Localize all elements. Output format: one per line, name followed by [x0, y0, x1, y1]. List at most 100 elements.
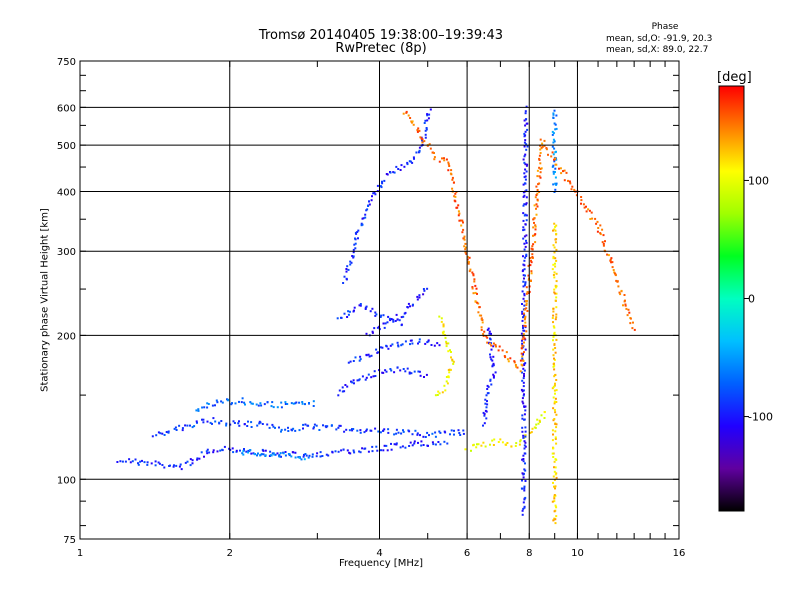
scatter-point [487, 327, 490, 330]
scatter-point [406, 367, 409, 370]
scatter-point [543, 144, 546, 147]
scatter-point [533, 217, 536, 220]
scatter-point [551, 145, 554, 148]
scatter-point [525, 122, 528, 125]
scatter-point [165, 431, 168, 433]
scatter-point [260, 404, 263, 407]
scatter-point [278, 454, 281, 457]
scatter-point [530, 259, 532, 262]
scatter-point [553, 494, 556, 496]
scatter-point [487, 385, 490, 388]
scatter-point [124, 460, 127, 463]
scatter-point [510, 445, 513, 448]
scatter-point [462, 221, 464, 224]
scatter-point [179, 463, 182, 466]
scatter-point [563, 179, 566, 182]
scatter-point [409, 343, 411, 346]
scatter-point [131, 460, 134, 463]
scatter-point [445, 345, 448, 348]
scatter-point [521, 338, 524, 341]
scatter-point [554, 128, 557, 131]
scatter-point [554, 518, 557, 521]
scatter-point [416, 433, 419, 436]
scatter-point [264, 449, 267, 452]
scatter-point [278, 455, 281, 458]
scatter-point [433, 344, 436, 347]
scatter-point [395, 313, 398, 316]
scatter-point [534, 241, 537, 244]
scatter-point [551, 130, 554, 133]
scatter-point [319, 451, 322, 454]
scatter-point [525, 118, 528, 121]
scatter-point [555, 248, 558, 251]
scatter-point [524, 256, 527, 259]
scatter-point [522, 219, 525, 222]
scatter-point [343, 275, 346, 278]
scatter-point [554, 299, 557, 302]
scatter-point [458, 432, 461, 434]
colorbar-tick-label: -100 [748, 411, 773, 424]
scatter-point [445, 342, 448, 345]
scatter-point [375, 348, 378, 351]
x-tick-label: 16 [673, 548, 686, 559]
scatter-point [393, 171, 396, 174]
scatter-point [554, 382, 556, 385]
scatter-point [480, 318, 483, 321]
scatter-point [444, 336, 447, 339]
scatter-point [411, 161, 414, 164]
scatter-point [273, 453, 276, 456]
scatter-point [374, 375, 377, 377]
scatter-point [553, 510, 556, 513]
scatter-point [539, 144, 541, 147]
scatter-point [554, 229, 557, 232]
scatter-point [252, 452, 255, 455]
scatter-point [533, 221, 535, 224]
scatter-point [382, 322, 385, 325]
scatter-point [552, 456, 555, 458]
scatter-point [538, 419, 541, 422]
scatter-point [431, 151, 434, 154]
scatter-point [489, 356, 492, 359]
scatter-point [554, 284, 557, 287]
scatter-point [394, 320, 397, 322]
scatter-point [452, 181, 455, 184]
scatter-point [181, 427, 184, 430]
scatter-point [374, 193, 377, 196]
scatter-point [552, 363, 555, 365]
scatter-point [432, 443, 435, 446]
scatter-point [438, 430, 441, 433]
scatter-point [269, 450, 272, 453]
scatter-point [609, 259, 612, 262]
scatter-point [519, 359, 522, 362]
scatter-point [582, 203, 585, 206]
scatter-point [438, 344, 441, 347]
scatter-point [570, 188, 573, 191]
scatter-point [599, 224, 602, 227]
scatter-point [263, 403, 266, 406]
scatter-point [163, 466, 166, 469]
scatter-point [521, 357, 524, 360]
scatter-point [197, 409, 200, 412]
scatter-point [348, 451, 351, 454]
scatter-point [374, 427, 377, 430]
scatter-point [543, 411, 546, 413]
scatter-point [441, 391, 444, 394]
scatter-point [522, 280, 525, 283]
scatter-point [379, 316, 382, 318]
scatter-point [402, 112, 405, 115]
scatter-point [520, 332, 523, 335]
scatter-point [439, 431, 442, 434]
scatter-point [266, 401, 269, 404]
scatter-point [481, 321, 484, 324]
scatter-point [629, 322, 632, 325]
scatter-point [583, 206, 586, 209]
scatter-point [290, 455, 293, 458]
scatter-point [365, 429, 368, 432]
scatter-point [399, 169, 402, 171]
scatter-point [143, 461, 146, 464]
scatter-point [524, 434, 527, 437]
scatter-point [287, 430, 290, 432]
scatter-point [629, 317, 632, 320]
scatter-point [379, 185, 382, 188]
scatter-point [521, 509, 524, 512]
